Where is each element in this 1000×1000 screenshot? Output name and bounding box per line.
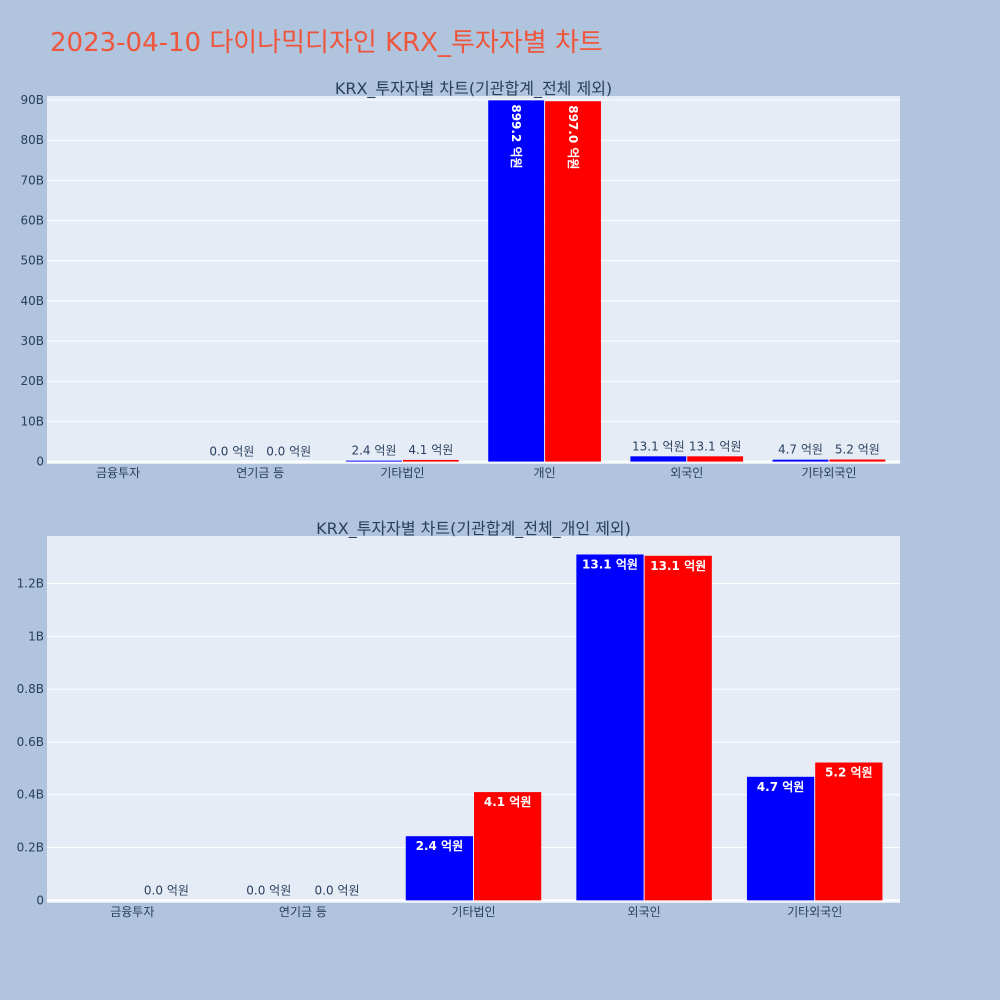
x-tick-label: 기타외국인 [787, 905, 842, 919]
bar [746, 776, 815, 901]
y-tick-label: 1B [28, 629, 44, 643]
y-tick-label: 0 [36, 455, 44, 469]
bar [687, 456, 744, 462]
bar [772, 459, 829, 462]
y-tick-label: 30B [20, 334, 44, 348]
x-tick-label: 연기금 등 [236, 466, 284, 480]
bar [815, 762, 883, 901]
x-tick-label: 연기금 등 [279, 905, 327, 919]
x-tick-label: 개인 [534, 466, 556, 480]
y-tick-label: 50B [20, 254, 44, 268]
bar [405, 836, 473, 901]
x-tick-label: 기타법인 [380, 466, 424, 480]
x-tick-label: 기타법인 [451, 905, 495, 919]
y-tick-label: 1.2B [17, 577, 44, 591]
x-tick-label: 외국인 [670, 466, 703, 480]
data-label: 2.4 억원 [416, 839, 464, 853]
data-label: 13.1 억원 [650, 559, 706, 573]
data-label: 13.1 억원 [689, 439, 742, 453]
y-tick-label: 70B [20, 173, 44, 187]
y-tick-label: 0 [36, 893, 44, 907]
y-tick-label: 10B [20, 414, 44, 428]
bar [346, 460, 402, 462]
data-label: 5.2 억원 [835, 443, 880, 457]
y-tick-label: 0.6B [17, 735, 44, 749]
data-label: 0.0 억원 [315, 883, 360, 897]
data-label: 0.0 억원 [144, 883, 189, 897]
y-tick-label: 0.4B [17, 788, 44, 802]
data-label: 0.0 억원 [246, 883, 291, 897]
bar [829, 459, 886, 462]
y-tick-label: 20B [20, 374, 44, 388]
data-label: 0.0 억원 [266, 445, 311, 459]
chart-title-2: KRX_투자자별 차트(기관합계_전체_개인 제외) [316, 519, 631, 539]
data-label: 899.2 억원 [509, 104, 523, 168]
y-tick-label: 90B [20, 93, 44, 107]
bar [630, 456, 687, 462]
data-label: 897.0 억원 [566, 105, 580, 169]
data-label: 4.1 억원 [408, 443, 453, 457]
y-tick-label: 40B [20, 294, 44, 308]
y-tick-label: 80B [20, 133, 44, 147]
plot-area-1 [47, 96, 900, 464]
x-tick-label: 외국인 [628, 905, 661, 919]
y-tick-label: 60B [20, 214, 44, 228]
x-tick-label: 금융투자 [96, 466, 140, 480]
bar [474, 792, 542, 901]
data-label: 2.4 억원 [351, 444, 396, 458]
data-label: 0.0 억원 [209, 445, 254, 459]
chart-title-1: KRX_투자자별 차트(기관합계_전체 제외) [335, 79, 612, 99]
bar [644, 555, 712, 901]
bar [488, 100, 545, 462]
data-label: 4.7 억원 [778, 443, 823, 457]
x-tick-label: 금융투자 [110, 905, 154, 919]
data-label: 4.7 억원 [757, 780, 805, 794]
bar [402, 459, 459, 462]
y-tick-label: 0.2B [17, 841, 44, 855]
x-tick-label: 기타외국인 [801, 466, 856, 480]
data-label: 5.2 억원 [825, 766, 873, 780]
data-label: 4.1 억원 [484, 795, 532, 809]
bar [576, 554, 644, 901]
data-label: 13.1 억원 [582, 557, 638, 571]
y-tick-label: 0.8B [17, 682, 44, 696]
page-title: 2023-04-10 다이나믹디자인 KRX_투자자별 차트 [50, 28, 603, 58]
data-label: 13.1 억원 [632, 439, 685, 453]
bar [545, 101, 601, 462]
